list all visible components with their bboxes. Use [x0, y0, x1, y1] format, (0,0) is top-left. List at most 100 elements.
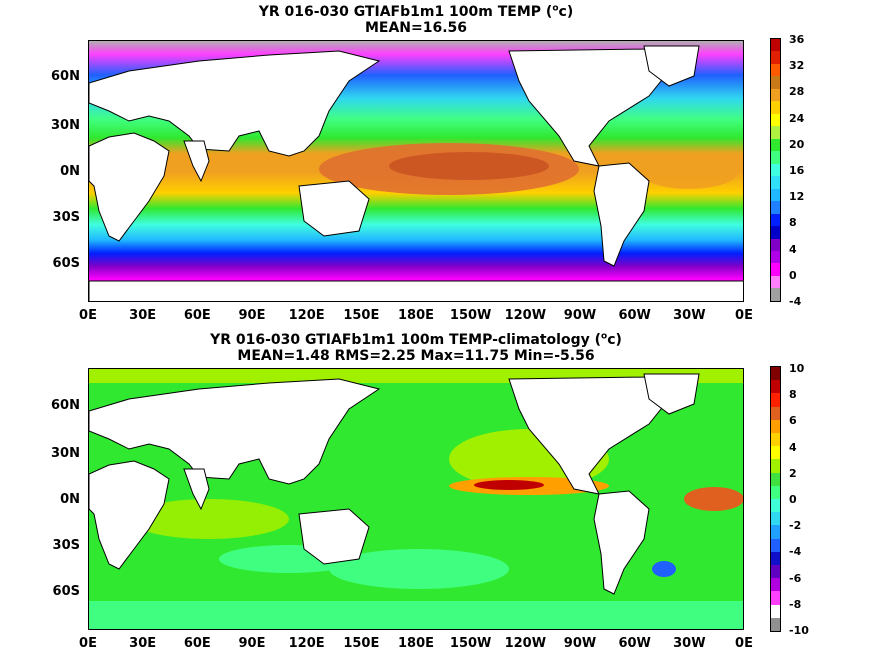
bottom-lat-label: 60S	[52, 584, 80, 599]
top-land-antarctica	[89, 280, 743, 301]
top-lon-label: 150E	[343, 308, 380, 323]
bottom-colorbar-swatch	[771, 604, 780, 618]
top-colorbar-swatch	[771, 163, 780, 177]
bottom-colorbar-tick: 6	[789, 414, 797, 428]
top-colorbar-swatch	[771, 238, 780, 251]
bottom-lon-label: 30E	[129, 636, 157, 651]
bottom-colorbar	[770, 366, 781, 632]
bottom-colorbar-tick: -4	[789, 545, 802, 559]
bottom-colorbar-swatch	[771, 433, 780, 447]
top-land-india	[183, 140, 210, 183]
top-colorbar-swatch	[771, 63, 780, 77]
bottom-lon-label: 90E	[238, 636, 266, 651]
top-lat-label: 30S	[52, 210, 80, 225]
top-lon-label: 90W	[563, 308, 597, 323]
bottom-colorbar-swatch	[771, 485, 780, 500]
top-land-southamerica	[593, 162, 650, 267]
bottom-colorbar-swatch	[771, 499, 780, 513]
top-colorbar-swatch	[771, 226, 780, 239]
bottom-land	[89, 373, 700, 595]
bottom-colorbar-swatch	[771, 380, 780, 394]
bottom-lat-label: 60N	[51, 398, 80, 413]
bottom-colorbar-tick: 8	[789, 388, 797, 402]
bottom-title-line1: YR 016-030 GTIAFb1m1 100m TEMP-climatolo…	[210, 331, 622, 348]
top-lon-label: 30W	[673, 308, 706, 323]
top-colorbar-swatch	[771, 126, 780, 139]
bottom-colorbar-tick: 10	[789, 362, 805, 375]
bottom-colorbar-swatch	[771, 393, 780, 407]
top-lat-label: 0N	[60, 164, 80, 179]
bottom-colorbar-tick: 2	[789, 466, 797, 480]
bottom-title-line2: MEAN=1.48 RMS=2.25 Max=11.75 Min=-5.56	[237, 348, 595, 364]
bottom-colorbar-swatch	[771, 551, 780, 566]
bottom-lon-label: 120W	[504, 636, 547, 651]
bottom-lon-label: 0E	[79, 636, 97, 651]
bottom-colorbar-swatch	[771, 578, 780, 592]
bottom-colorbar-tick: -2	[789, 519, 802, 533]
bottom-eq-core	[474, 480, 544, 490]
top-lon-label: 120E	[288, 308, 325, 323]
top-lon-label: 30E	[129, 308, 157, 323]
bottom-lon-label: 120E	[288, 636, 325, 651]
bottom-colorbar-swatch	[771, 565, 780, 579]
top-colorbar-tick: 32	[789, 59, 805, 73]
top-lon-label: 0E	[79, 308, 97, 323]
bottom-colorbar-swatch	[771, 406, 780, 420]
bottom-land-india	[183, 468, 210, 511]
bottom-lon-label: 180E	[397, 636, 435, 651]
top-colorbar-swatch	[771, 76, 780, 89]
bottom-lon-label: 30W	[673, 636, 706, 651]
top-lat-label: 30N	[51, 118, 80, 133]
bottom-land-australia	[298, 508, 370, 565]
bottom-atl-warm	[684, 487, 743, 511]
top-colorbar-swatch	[771, 201, 780, 214]
bottom-colorbar-tick: -6	[789, 571, 802, 585]
top-colorbar	[770, 38, 781, 302]
top-lon-label: 150W	[449, 308, 492, 323]
bottom-colorbar-swatch	[771, 591, 780, 605]
top-colorbar-tick: 20	[789, 137, 805, 151]
top-colorbar-tick: 36	[789, 33, 805, 46]
top-lon-label: 120W	[504, 308, 547, 323]
bottom-colorbar-tick: -8	[789, 597, 802, 611]
bottom-land-greenland	[643, 373, 700, 415]
top-colorbar-swatch	[771, 88, 780, 102]
bottom-colorbar-tick: -10	[789, 624, 809, 637]
bottom-lat-label: 30N	[51, 446, 80, 461]
top-warm-core	[389, 152, 549, 180]
top-land-eurasia	[89, 50, 381, 157]
top-lon-label: 90E	[238, 308, 266, 323]
bottom-lon-label: 60W	[618, 636, 651, 651]
top-lat-label: 60N	[51, 69, 80, 84]
top-lon-label: 0E	[735, 308, 753, 323]
bottom-colorbar-swatch	[771, 367, 780, 381]
bottom-colorbar-swatch	[771, 525, 780, 539]
bottom-map	[88, 368, 744, 630]
top-title-line1: YR 016-030 GTIAFb1m1 100m TEMP (oc)	[258, 3, 574, 20]
bottom-colorbar-swatch	[771, 617, 780, 632]
bottom-colorbar-swatch	[771, 419, 780, 434]
bottom-lon-label: 150E	[343, 636, 380, 651]
top-map	[88, 40, 744, 302]
top-colorbar-swatch	[771, 51, 780, 64]
top-lon-label: 60E	[183, 308, 211, 323]
bottom-southern-band	[89, 601, 743, 629]
bottom-map-svg	[89, 369, 743, 629]
bottom-land-southamerica	[593, 490, 650, 595]
top-lat-label: 60S	[52, 256, 80, 271]
top-colorbar-swatch	[771, 288, 780, 301]
top-colorbar-swatch	[771, 151, 780, 164]
top-title-line2: MEAN=16.56	[364, 20, 468, 36]
bottom-south-pac-anom	[329, 549, 509, 589]
bottom-lat-label: 30S	[52, 538, 80, 553]
bottom-lon-label: 60E	[183, 636, 211, 651]
top-colorbar-tick: 28	[789, 85, 805, 99]
bottom-colorbar-swatch	[771, 538, 780, 552]
top-land	[89, 45, 743, 301]
bottom-land-africa	[89, 460, 170, 570]
top-colorbar-tick: 4	[789, 242, 797, 256]
top-colorbar-swatch	[771, 250, 780, 264]
top-colorbar-tick: 24	[789, 111, 805, 125]
bottom-colorbar-tick: 0	[789, 493, 797, 506]
top-lon-label: 60W	[618, 308, 651, 323]
